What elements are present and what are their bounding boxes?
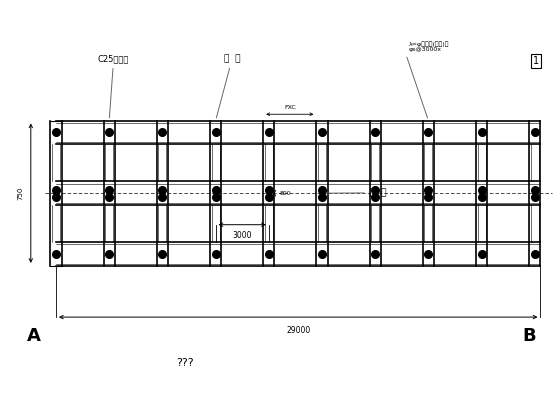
Text: A: A bbox=[27, 327, 40, 345]
Text: FXC: FXC bbox=[284, 105, 296, 110]
Text: B: B bbox=[522, 327, 536, 345]
Text: 750: 750 bbox=[18, 186, 24, 200]
Text: 锚  杆: 锚 杆 bbox=[216, 54, 240, 118]
Text: 3000: 3000 bbox=[232, 231, 252, 240]
Text: 29000: 29000 bbox=[286, 326, 310, 335]
Text: 1: 1 bbox=[534, 56, 539, 66]
Text: 锚  索: 锚 索 bbox=[325, 188, 386, 197]
Text: 800: 800 bbox=[280, 191, 292, 196]
Text: ???: ??? bbox=[176, 358, 194, 368]
Text: C25砼格构: C25砼格构 bbox=[98, 54, 129, 118]
Text: λ=φ钢绞线(钢束)上
φs@3000x: λ=φ钢绞线(钢束)上 φs@3000x bbox=[409, 41, 449, 52]
